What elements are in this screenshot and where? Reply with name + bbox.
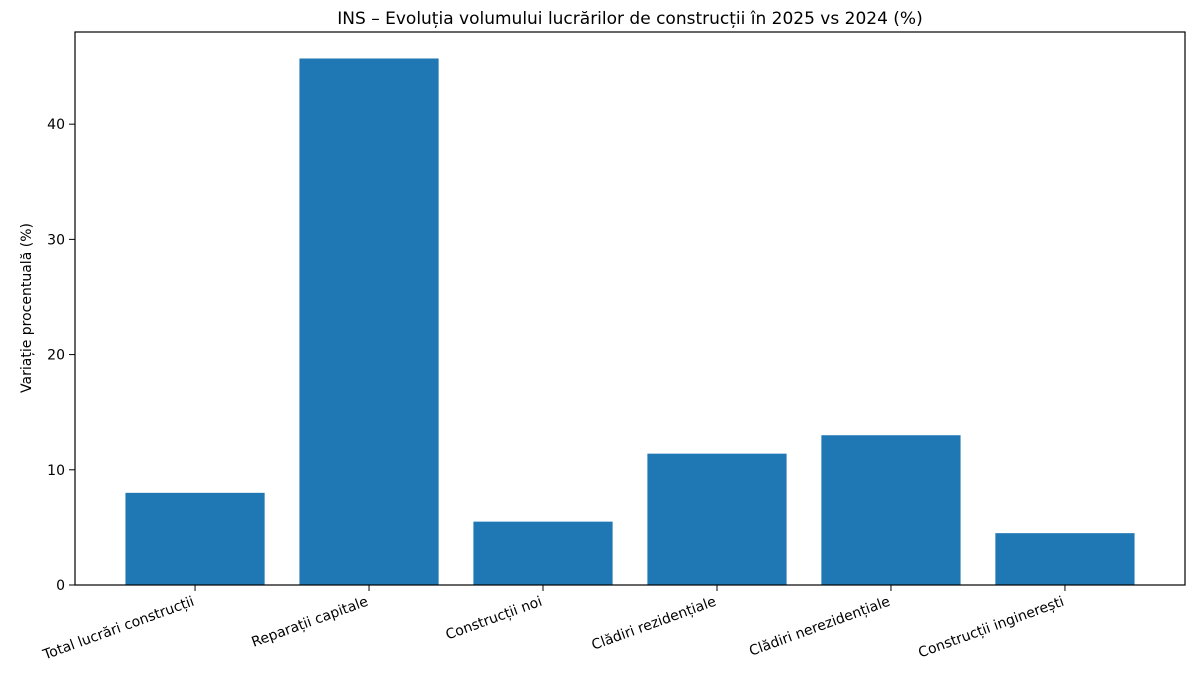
y-tick-label: 10 <box>47 463 65 479</box>
y-tick-label: 30 <box>47 232 65 248</box>
bar <box>299 58 439 585</box>
x-tick-label: Total lucrări construcții <box>40 594 196 664</box>
x-tick-label: Construcții noi <box>444 594 545 644</box>
y-tick-label: 20 <box>47 348 65 364</box>
chart-title: INS – Evoluția volumului lucrărilor de c… <box>337 9 922 29</box>
x-tick-label: Construcții inginerești <box>916 594 1066 662</box>
y-tick-label: 40 <box>47 117 65 133</box>
bar <box>995 533 1135 585</box>
x-tick-label: Clădiri nerezidențiale <box>747 594 892 660</box>
y-axis-label: Variație procentuală (%) <box>19 223 35 393</box>
plot-frame <box>74 31 1186 586</box>
bar <box>473 521 613 585</box>
y-tick-label: 0 <box>56 578 65 594</box>
bar <box>125 492 265 585</box>
bar <box>647 453 787 585</box>
bar <box>821 435 961 585</box>
x-tick-label: Reparații capitale <box>249 594 370 651</box>
x-tick-label: Clădiri rezidențiale <box>590 594 719 654</box>
